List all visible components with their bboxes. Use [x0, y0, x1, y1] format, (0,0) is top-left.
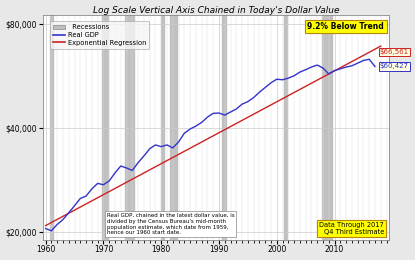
Bar — [102, 15, 108, 240]
Text: $60,427: $60,427 — [380, 63, 409, 69]
Title: Log Scale Vertical Axis Chained in Today's Dollar Value: Log Scale Vertical Axis Chained in Today… — [93, 5, 339, 15]
Bar — [125, 15, 134, 240]
Legend:   Recessions, Real GDP, Exponential Regression: Recessions, Real GDP, Exponential Regres… — [49, 21, 149, 49]
Bar — [284, 15, 287, 240]
Text: 9.2% Below Trend: 9.2% Below Trend — [308, 22, 384, 31]
Bar — [161, 15, 164, 240]
Text: Real GDP, chained in the latest dollar value, is
divided by the Census Bureau's : Real GDP, chained in the latest dollar v… — [107, 213, 234, 235]
Bar — [50, 15, 53, 240]
Text: Data Through 2017
Q4 Third Estimate: Data Through 2017 Q4 Third Estimate — [320, 222, 384, 235]
Text: $66,561: $66,561 — [380, 49, 409, 55]
Bar — [322, 15, 332, 240]
Bar — [222, 15, 226, 240]
Bar — [170, 15, 177, 240]
